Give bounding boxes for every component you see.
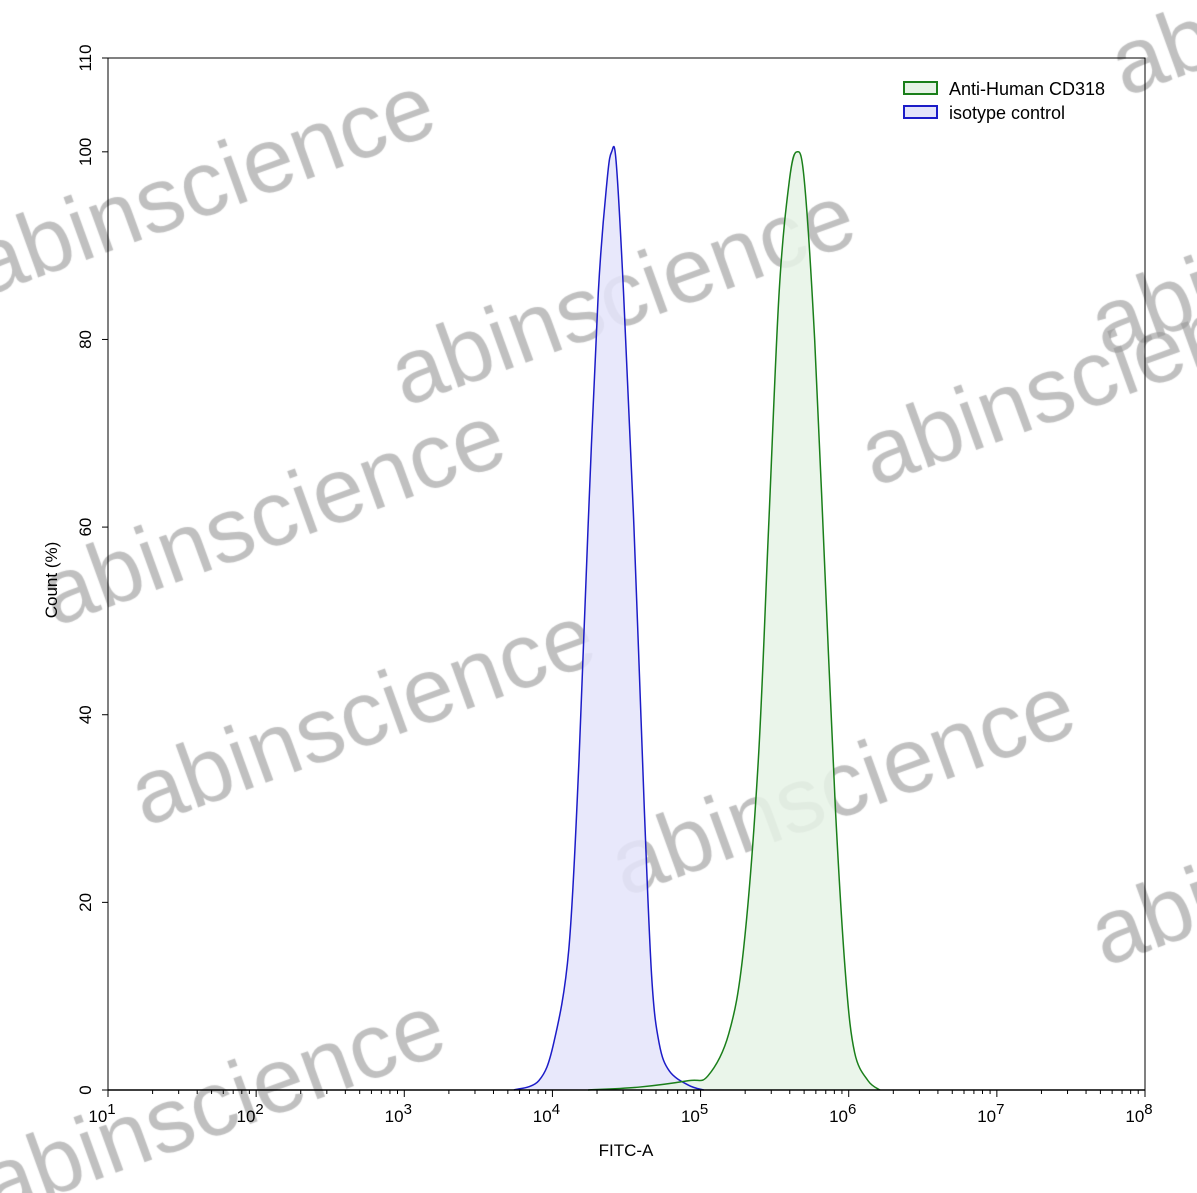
y-tick-label: 60 xyxy=(76,518,95,537)
y-tick-label: 110 xyxy=(76,44,95,71)
series-fill-1 xyxy=(513,146,704,1090)
y-tick-label: 80 xyxy=(76,330,95,349)
x-tick-label: 104 xyxy=(533,1101,560,1126)
x-tick-label: 101 xyxy=(88,1101,115,1126)
y-axis-label: Count (%) xyxy=(42,542,61,619)
x-tick-label: 102 xyxy=(237,1101,264,1126)
x-axis-label: FITC-A xyxy=(599,1141,654,1160)
y-tick-label: 40 xyxy=(76,705,95,724)
x-tick-label: 103 xyxy=(385,1101,412,1126)
series-line-1 xyxy=(513,145,704,1091)
plot-frame xyxy=(107,57,1146,1091)
series-fill-0 xyxy=(588,151,880,1090)
x-tick-label: 105 xyxy=(681,1101,708,1126)
x-tick-label: 108 xyxy=(1125,1101,1152,1126)
legend-label-isotype: isotype control xyxy=(949,103,1065,123)
legend-swatch-isotype xyxy=(903,105,938,119)
legend-label-cd318: Anti-Human CD318 xyxy=(949,79,1105,99)
x-tick-label: 106 xyxy=(829,1101,856,1126)
x-tick-label: 107 xyxy=(977,1101,1004,1126)
series-line-0 xyxy=(588,150,881,1091)
legend-swatch-cd318 xyxy=(903,81,938,95)
y-tick-label: 100 xyxy=(76,138,95,166)
y-tick-label: 20 xyxy=(76,893,95,912)
y-tick-label: 0 xyxy=(76,1085,95,1094)
legend: Anti-Human CD318 isotype control xyxy=(903,79,1105,123)
